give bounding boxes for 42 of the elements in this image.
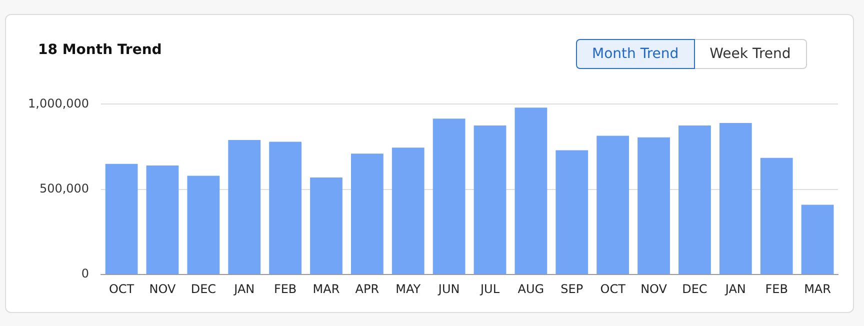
bar <box>678 126 711 274</box>
bar <box>350 154 384 274</box>
bar <box>269 142 302 274</box>
x-tick-label: JAN <box>724 282 746 296</box>
bar <box>392 148 424 274</box>
x-tick-label: MAR <box>804 282 831 296</box>
x-tick-label: APR <box>355 282 380 296</box>
x-tick-label: NOV <box>640 282 668 296</box>
bar <box>596 136 630 274</box>
chart-title: 18 Month Trend <box>38 42 162 58</box>
text: Month Trend <box>576 39 695 69</box>
bar <box>801 204 834 274</box>
bar <box>514 108 548 274</box>
x-tick-label: MAR <box>312 282 340 296</box>
x-tick-label: JAN <box>233 282 255 296</box>
bar <box>187 176 220 274</box>
y-tick-label: 500,000 <box>39 182 90 196</box>
x-tick-label: NOV <box>149 282 176 296</box>
x-tick-label: FEB <box>765 282 788 296</box>
x-tick-label: DEC <box>682 282 708 296</box>
text: Week Trend <box>694 39 807 69</box>
bar <box>105 164 138 274</box>
x-tick-label: SEP <box>560 282 584 296</box>
x-tick-label: OCT <box>108 282 135 296</box>
y-tick-label: 0 <box>81 266 90 281</box>
bar <box>638 137 670 274</box>
bar <box>474 126 506 274</box>
bar <box>719 122 752 274</box>
x-tick-label: OCT <box>600 282 626 296</box>
x-tick-label: JUL <box>480 282 500 296</box>
bar <box>146 166 179 274</box>
x-tick-label: FEB <box>274 282 297 296</box>
bar <box>760 158 793 274</box>
bar <box>556 150 588 274</box>
bar <box>310 177 342 274</box>
bar <box>432 118 466 274</box>
x-tick-label: MAY <box>396 282 422 296</box>
y-tick-label: 1,000,000 <box>28 96 90 110</box>
bar <box>228 140 261 274</box>
x-tick-label: DEC <box>190 282 216 296</box>
x-tick-label: JUN <box>437 282 460 296</box>
x-tick-label: AUG <box>518 282 544 296</box>
